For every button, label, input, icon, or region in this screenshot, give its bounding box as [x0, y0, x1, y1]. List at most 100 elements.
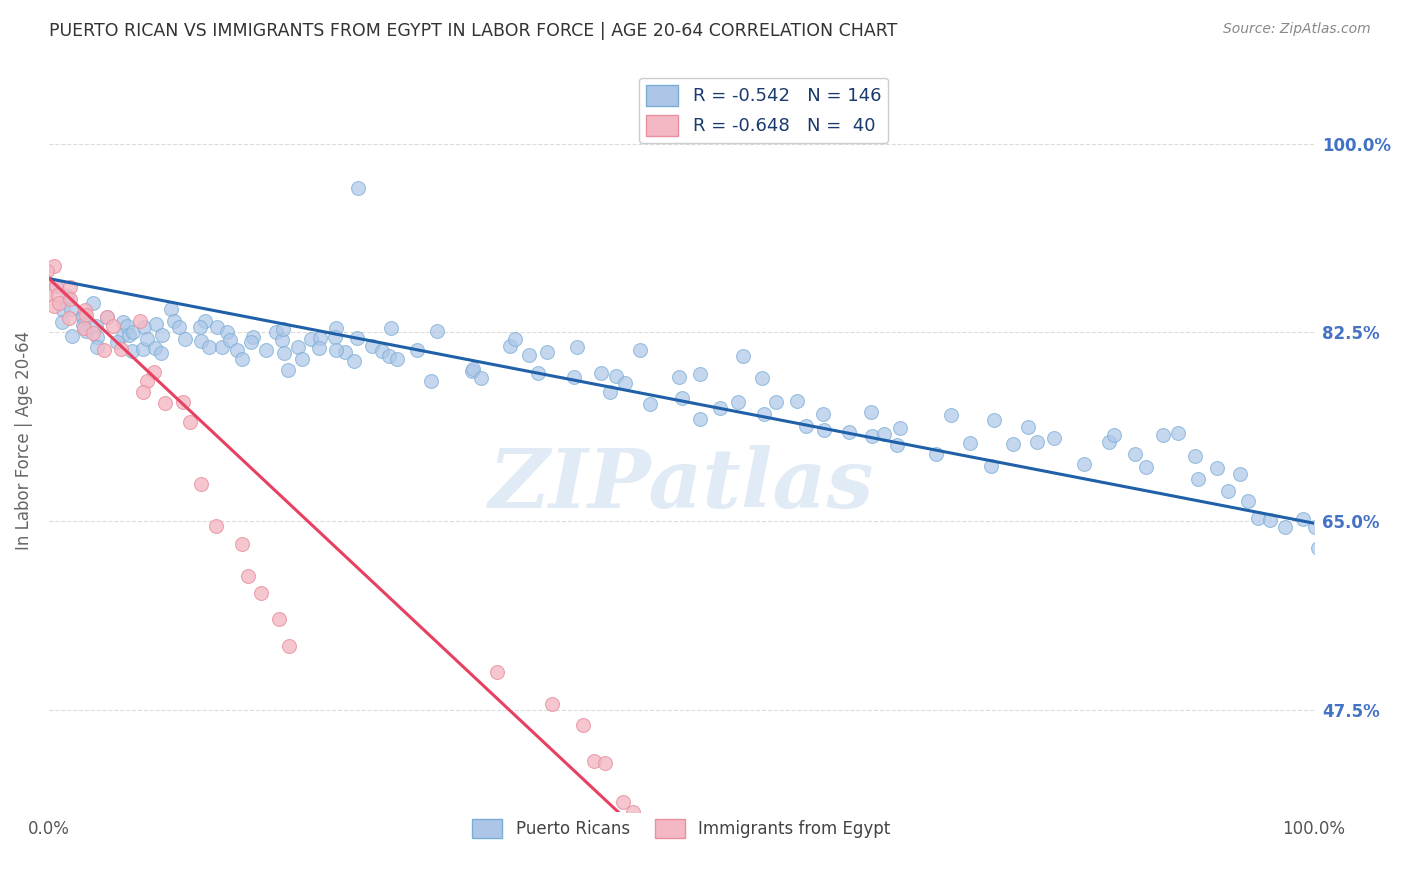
- Point: [121, 343, 143, 358]
- Point: [811, 407, 834, 421]
- Point: [1291, 512, 1313, 526]
- Point: [179, 415, 201, 429]
- Point: [572, 718, 595, 732]
- Point: [751, 370, 773, 384]
- Point: [231, 537, 253, 551]
- Point: [668, 369, 690, 384]
- Point: [72, 309, 94, 323]
- Point: [562, 370, 585, 384]
- Point: [1205, 460, 1227, 475]
- Point: [105, 335, 128, 350]
- Point: [205, 519, 228, 533]
- Point: [59, 292, 82, 306]
- Point: [689, 412, 711, 426]
- Point: [347, 181, 370, 195]
- Point: [380, 321, 402, 335]
- Point: [959, 435, 981, 450]
- Point: [385, 352, 408, 367]
- Point: [32, 272, 55, 286]
- Point: [325, 343, 347, 357]
- Point: [309, 331, 332, 345]
- Legend: Puerto Ricans, Immigrants from Egypt: Puerto Ricans, Immigrants from Egypt: [465, 812, 897, 845]
- Point: [198, 340, 221, 354]
- Point: [86, 330, 108, 344]
- Point: [231, 351, 253, 366]
- Point: [527, 366, 550, 380]
- Point: [271, 322, 294, 336]
- Point: [335, 344, 357, 359]
- Point: [112, 328, 135, 343]
- Text: Source: ZipAtlas.com: Source: ZipAtlas.com: [1223, 22, 1371, 37]
- Point: [264, 325, 287, 339]
- Point: [42, 299, 65, 313]
- Point: [82, 296, 104, 310]
- Point: [48, 296, 70, 310]
- Point: [150, 346, 173, 360]
- Point: [267, 612, 290, 626]
- Y-axis label: In Labor Force | Age 20-64: In Labor Force | Age 20-64: [15, 331, 32, 549]
- Point: [980, 458, 1002, 473]
- Point: [860, 428, 883, 442]
- Point: [190, 477, 212, 491]
- Point: [211, 340, 233, 354]
- Point: [219, 334, 242, 348]
- Point: [671, 391, 693, 405]
- Point: [46, 287, 69, 301]
- Point: [1258, 513, 1281, 527]
- Point: [35, 288, 58, 302]
- Point: [150, 328, 173, 343]
- Point: [1236, 494, 1258, 508]
- Point: [103, 318, 125, 333]
- Point: [1184, 450, 1206, 464]
- Point: [889, 421, 911, 435]
- Point: [188, 320, 211, 334]
- Point: [378, 350, 401, 364]
- Point: [689, 367, 711, 381]
- Point: [731, 349, 754, 363]
- Text: PUERTO RICAN VS IMMIGRANTS FROM EGYPT IN LABOR FORCE | AGE 20-64 CORRELATION CHA: PUERTO RICAN VS IMMIGRANTS FROM EGYPT IN…: [49, 22, 897, 40]
- Point: [873, 426, 896, 441]
- Point: [536, 345, 558, 359]
- Point: [55, 291, 77, 305]
- Point: [1073, 457, 1095, 471]
- Point: [628, 343, 651, 357]
- Point: [287, 340, 309, 354]
- Point: [112, 315, 135, 329]
- Point: [517, 348, 540, 362]
- Point: [419, 374, 441, 388]
- Point: [614, 376, 637, 391]
- Point: [172, 395, 194, 409]
- Point: [1187, 472, 1209, 486]
- Point: [765, 395, 787, 409]
- Point: [498, 339, 520, 353]
- Point: [1274, 519, 1296, 533]
- Point: [941, 408, 963, 422]
- Point: [60, 302, 83, 317]
- Point: [503, 332, 526, 346]
- Point: [983, 412, 1005, 426]
- Point: [1167, 425, 1189, 440]
- Point: [346, 331, 368, 345]
- Point: [291, 351, 314, 366]
- Point: [75, 303, 97, 318]
- Point: [145, 317, 167, 331]
- Point: [96, 310, 118, 325]
- Point: [605, 368, 627, 383]
- Point: [325, 320, 347, 334]
- Point: [52, 302, 75, 317]
- Point: [45, 279, 67, 293]
- Point: [1303, 519, 1326, 533]
- Point: [93, 343, 115, 357]
- Point: [190, 334, 212, 348]
- Point: [225, 343, 247, 358]
- Text: ZIPatlas: ZIPatlas: [488, 445, 875, 524]
- Point: [58, 310, 80, 325]
- Point: [110, 342, 132, 356]
- Point: [1001, 437, 1024, 451]
- Point: [163, 313, 186, 327]
- Point: [470, 371, 492, 385]
- Point: [115, 319, 138, 334]
- Point: [254, 343, 277, 358]
- Point: [60, 329, 83, 343]
- Point: [599, 384, 621, 399]
